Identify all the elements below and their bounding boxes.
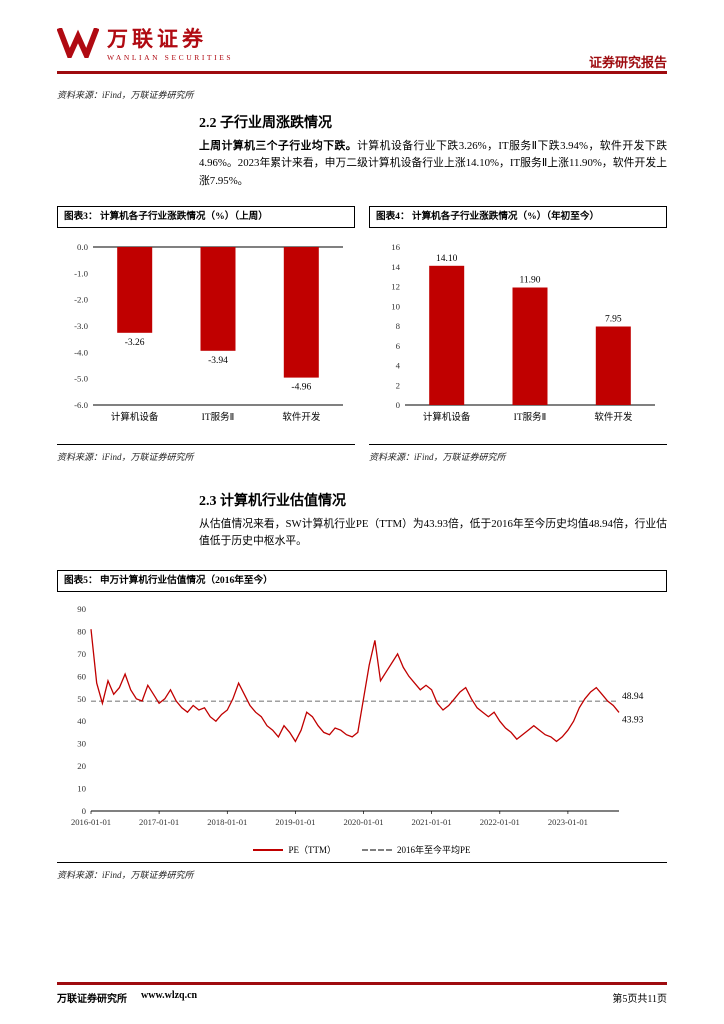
chart5-divider: [57, 861, 667, 863]
svg-text:-6.0: -6.0: [74, 400, 89, 410]
svg-text:10: 10: [77, 783, 86, 793]
chart4-source: 资料来源：iFind，万联证券研究所: [369, 451, 506, 462]
chart5-source: 资料来源：iFind，万联证券研究所: [57, 869, 194, 880]
svg-text:2: 2: [396, 380, 400, 390]
chart4-bar-canvas: 0 2 4 6 8 10 12 14 16 14.10 计算机设备 11.90 IT服务Ⅱ 7.95 软件开…: [391, 242, 655, 423]
chart3-body: 0.0 -1.0 -2.0 -3.0 -4.0 -5.0 -6.0 -3.26 计算机设备 -3.…: [57, 228, 355, 442]
chart5-title: 图表5： 申万计算机行业估值情况（2016年至今）: [57, 570, 667, 592]
svg-text:43.93: 43.93: [622, 715, 644, 725]
svg-text:-2.0: -2.0: [74, 294, 89, 304]
pe-line-swatch: [253, 848, 284, 851]
chart5-line-canvas: 0 10 20 30 40 50 60 70 80 90 2016-01-01 2017-01-01 2…: [71, 604, 644, 827]
legend-pe-label: PE（TTM）: [288, 845, 336, 855]
svg-text:2016-01-01: 2016-01-01: [71, 817, 111, 827]
logo-company-name-en: WANLIAN SECURITIES: [107, 53, 234, 63]
svg-text:6: 6: [396, 340, 401, 350]
svg-text:0.0: 0.0: [77, 242, 89, 252]
header-divider: [57, 71, 667, 74]
svg-text:-4.96: -4.96: [291, 382, 311, 392]
svg-text:12: 12: [391, 281, 400, 291]
chart3-divider: [57, 443, 355, 445]
svg-text:IT服务Ⅱ: IT服务Ⅱ: [514, 411, 547, 423]
svg-text:软件开发: 软件开发: [594, 411, 633, 423]
chart5-legend: PE（TTM） 2016年至今平均PE: [57, 842, 667, 858]
svg-text:2022-01-01: 2022-01-01: [480, 817, 520, 827]
svg-text:2018-01-01: 2018-01-01: [207, 817, 247, 827]
section-2-2-paragraph: 上周计算机三个子行业均下跌。计算机设备行业下跌3.26%，IT服务Ⅱ下跌3.94…: [199, 138, 667, 190]
wanlian-w-icon: [57, 28, 99, 58]
svg-text:2017-01-01: 2017-01-01: [139, 817, 179, 827]
svg-text:计算机设备: 计算机设备: [423, 411, 471, 423]
svg-text:16: 16: [391, 242, 400, 252]
svg-text:2021-01-01: 2021-01-01: [412, 817, 452, 827]
chart4-title: 图表4： 计算机各子行业涨跌情况（%）（年初至今）: [369, 206, 667, 228]
svg-text:40: 40: [77, 716, 86, 726]
chart3-title: 图表3： 计算机各子行业涨跌情况（%）（上周）: [57, 206, 355, 228]
svg-text:-3.0: -3.0: [74, 321, 89, 331]
svg-text:2023-01-01: 2023-01-01: [548, 817, 588, 827]
report-type-label: 证券研究报告: [588, 55, 667, 70]
svg-text:计算机设备: 计算机设备: [111, 411, 159, 423]
svg-text:8: 8: [396, 321, 401, 331]
chart3-source: 资料来源：iFind，万联证券研究所: [57, 451, 194, 462]
svg-text:90: 90: [77, 604, 86, 614]
footer-page-number: 第5页共11页: [612, 994, 667, 1005]
chart4-divider: [369, 443, 667, 445]
charts-row: 图表3： 计算机各子行业涨跌情况（%）（上周） 0.0 -1.0 -2.0 -3.0 -…: [57, 206, 667, 463]
svg-text:2019-01-01: 2019-01-01: [275, 817, 315, 827]
svg-text:-1.0: -1.0: [74, 268, 89, 278]
svg-text:IT服务Ⅱ: IT服务Ⅱ: [202, 411, 235, 423]
chart-card-3: 图表3： 计算机各子行业涨跌情况（%）（上周） 0.0 -1.0 -2.0 -3.0 -…: [57, 206, 355, 463]
footer: 万联证券研究所 www.wlzq.cn 第5页共11页: [57, 990, 667, 1005]
svg-text:0: 0: [396, 400, 401, 410]
svg-text:50: 50: [77, 693, 86, 703]
section-2-2-heading: 2.2 子行业周涨跌情况: [199, 116, 332, 131]
chart-card-5: 图表5： 申万计算机行业估值情况（2016年至今） 0 10 20 30 40 50 60 7…: [57, 570, 667, 881]
svg-text:48.94: 48.94: [622, 692, 644, 702]
svg-text:30: 30: [77, 738, 86, 748]
svg-text:60: 60: [77, 671, 86, 681]
svg-text:80: 80: [77, 626, 86, 636]
svg-text:11.90: 11.90: [519, 275, 540, 285]
svg-text:10: 10: [391, 301, 400, 311]
svg-text:20: 20: [77, 761, 86, 771]
svg-text:-4.0: -4.0: [74, 347, 89, 357]
svg-text:软件开发: 软件开发: [282, 411, 321, 423]
svg-text:14.10: 14.10: [436, 253, 458, 263]
chart3-bar-canvas: 0.0 -1.0 -2.0 -3.0 -4.0 -5.0 -6.0 -3.26 计算机设备 -3.…: [74, 242, 343, 423]
chart-card-4: 图表4： 计算机各子行业涨跌情况（%）（年初至今） 0 2 4 6 8 10 12 14 16 1…: [369, 206, 667, 463]
svg-text:7.95: 7.95: [605, 314, 622, 324]
svg-text:4: 4: [396, 360, 401, 370]
section-2-3-heading: 2.3 计算机行业估值情况: [199, 494, 346, 509]
footer-institute: 万联证券研究所: [57, 994, 127, 1005]
section-2-3-paragraph: 从估值情况来看，SW计算机行业PE（TTM）为43.93倍，低于2016年至今历…: [199, 518, 667, 548]
svg-text:70: 70: [77, 648, 86, 658]
footer-divider: [57, 982, 667, 985]
svg-text:-3.94: -3.94: [208, 355, 228, 365]
legend-item-avg: 2016年至今平均PE: [362, 843, 471, 856]
svg-text:-5.0: -5.0: [74, 373, 89, 383]
chart5-body: 0 10 20 30 40 50 60 70 80 90 2016-01-01 2017-01-01 2…: [57, 592, 667, 860]
svg-text:14: 14: [391, 261, 400, 271]
logo-company-name: 万联证券: [107, 27, 207, 51]
source-note-top: 资料来源：iFind，万联证券研究所: [57, 90, 194, 100]
svg-text:0: 0: [82, 806, 87, 816]
legend-item-pe: PE（TTM）: [253, 843, 336, 856]
svg-text:-3.26: -3.26: [125, 337, 145, 347]
legend-avg-label: 2016年至今平均PE: [397, 845, 471, 855]
chart4-body: 0 2 4 6 8 10 12 14 16 14.10 计算机设备 11.90 IT服务Ⅱ 7.95 软件开…: [369, 228, 667, 442]
avg-line-swatch: [362, 848, 392, 851]
svg-text:2020-01-01: 2020-01-01: [343, 817, 383, 827]
paragraph-lead: 上周计算机三个子行业均下跌。: [199, 140, 358, 152]
brand-logo: 万联证券 WANLIAN SECURITIES: [57, 27, 234, 63]
footer-url[interactable]: www.wlzq.cn: [141, 990, 198, 1001]
paragraph-body: 计算机设备行业下跌3.26%，IT服务Ⅱ下跌3.94%，软件开发下跌4.96%。…: [199, 140, 667, 187]
